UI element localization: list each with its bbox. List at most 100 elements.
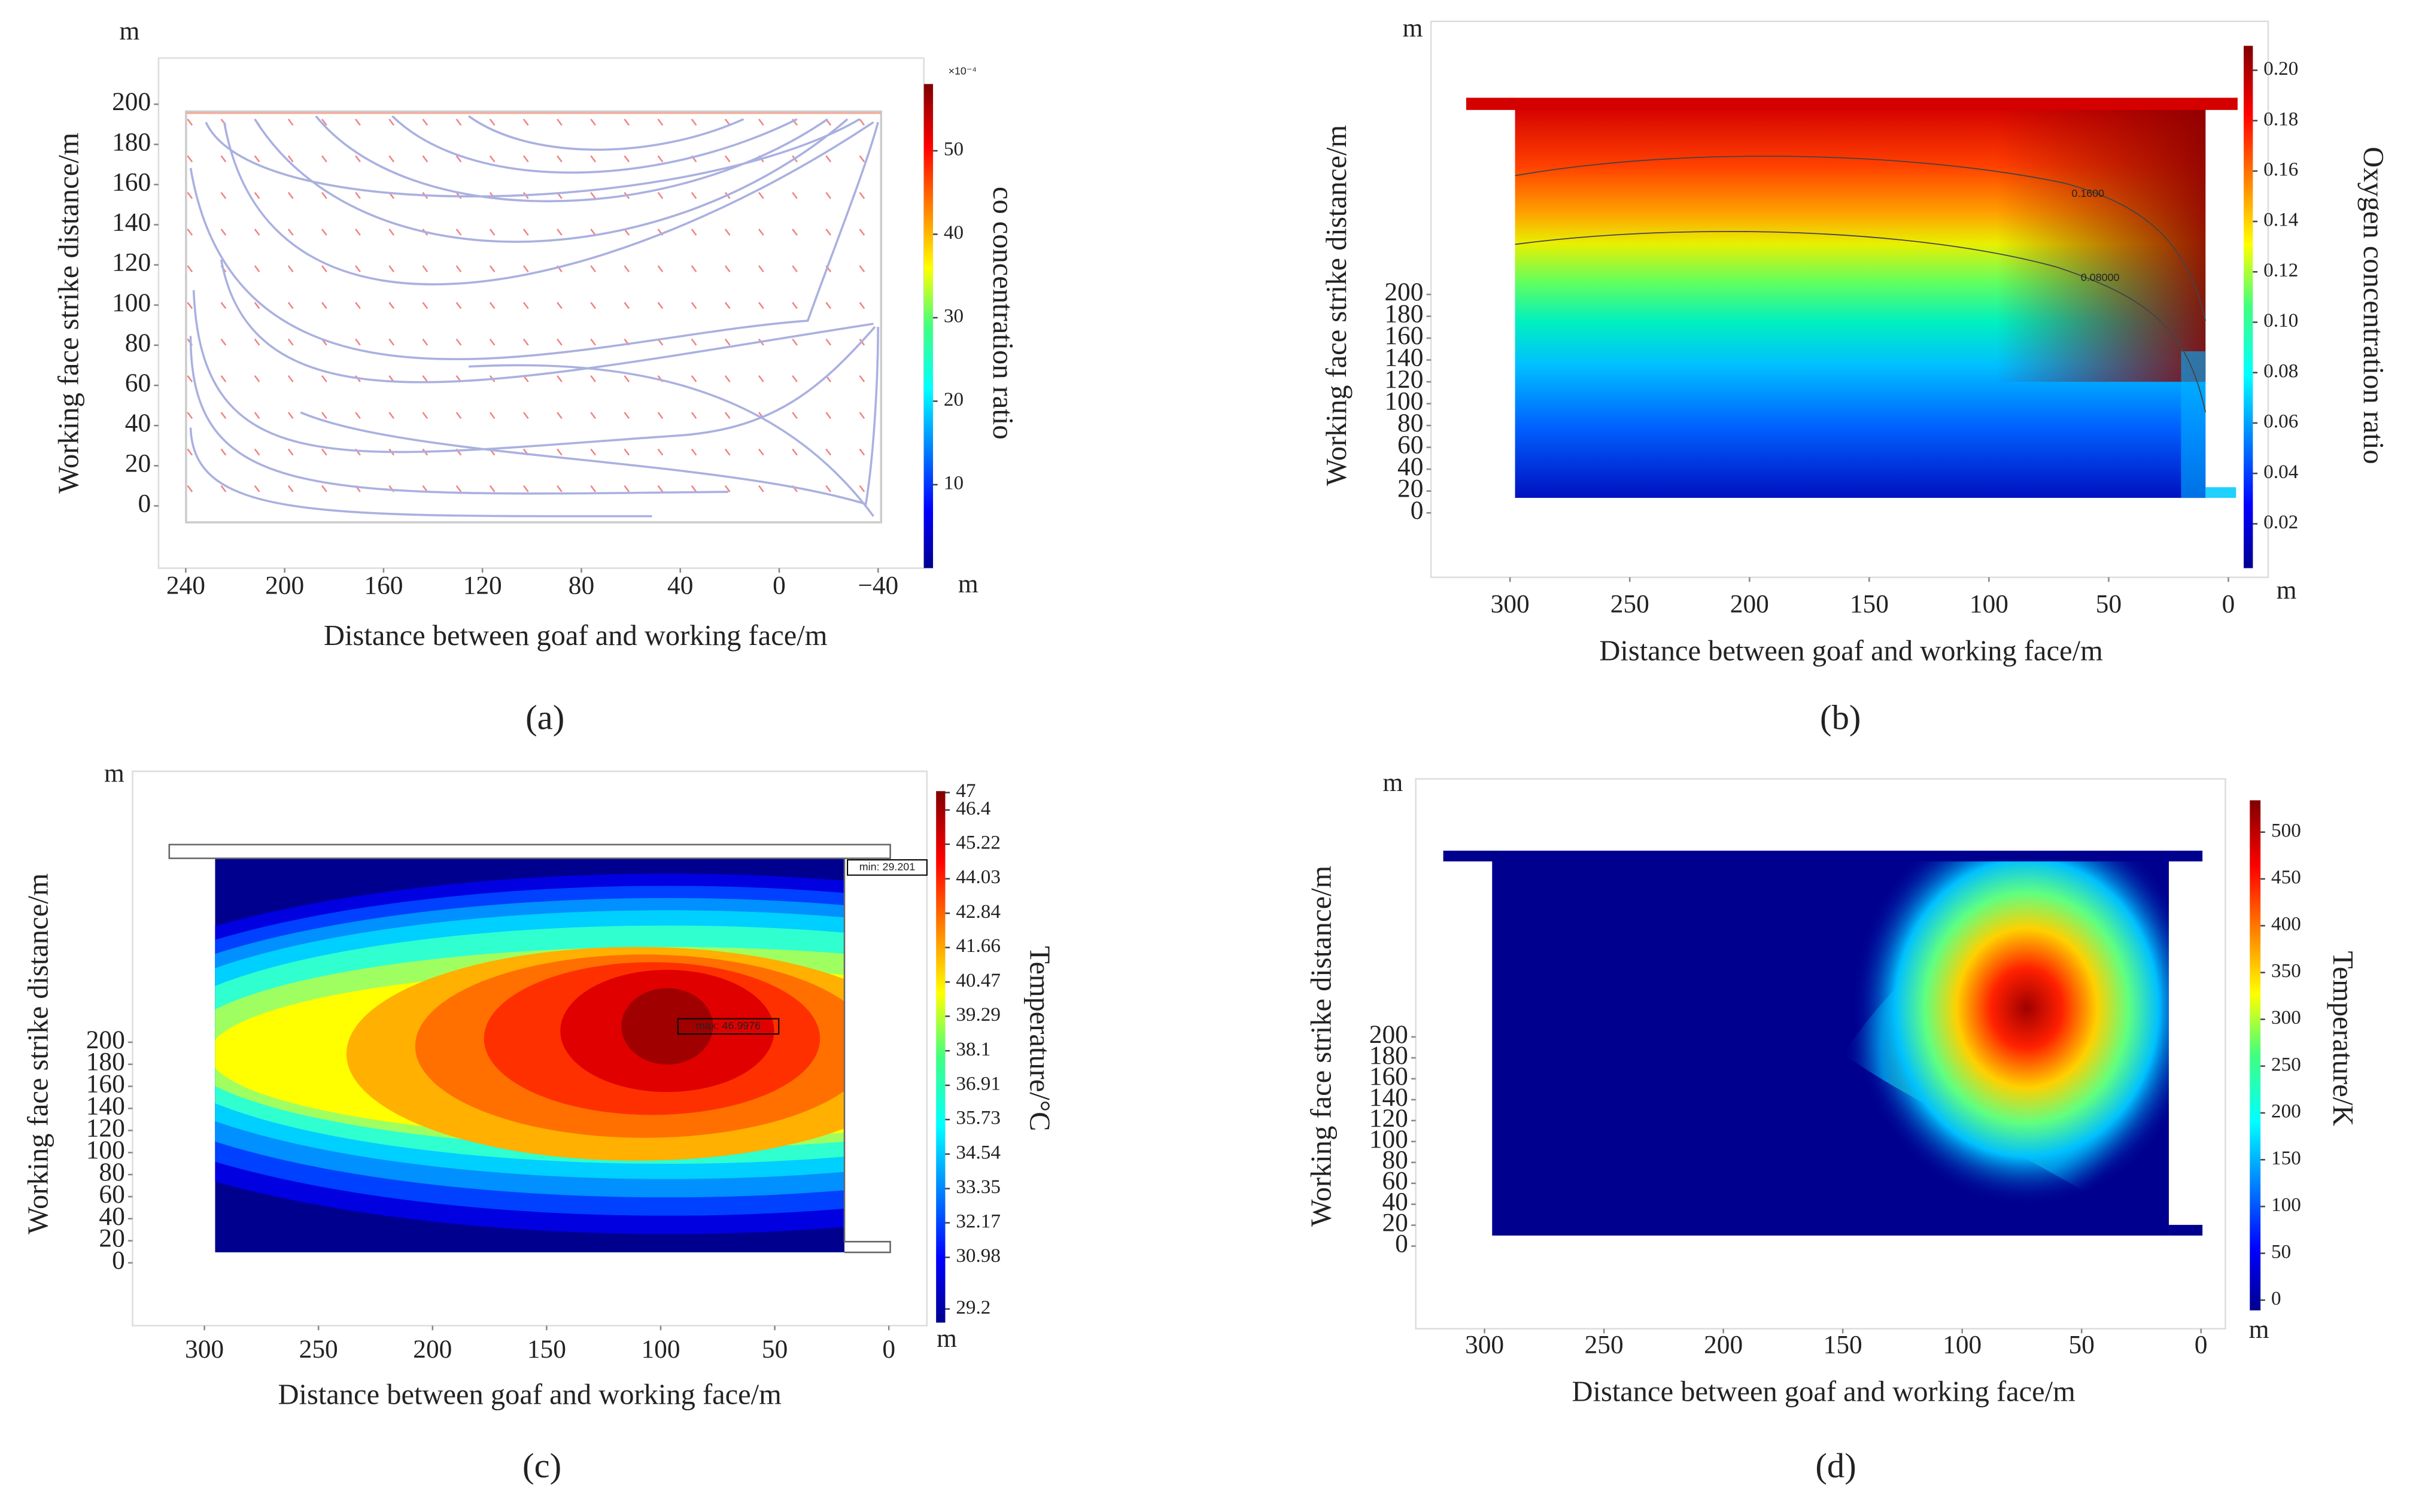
colorbar-tick-label: 40	[944, 221, 964, 244]
x-axis-label: Distance between goaf and working face/m	[278, 1379, 781, 1411]
colorbar-unit: m	[2277, 576, 2297, 604]
annotation-box	[847, 859, 928, 876]
y-tick-label: 200	[86, 1026, 125, 1054]
colorbar-label: Temperature/K	[2327, 951, 2359, 1126]
oxygen-field	[1466, 98, 2238, 498]
y-axis-label: Working face strike distance/m	[1321, 125, 1353, 486]
x-tick-label: 40	[667, 571, 693, 600]
colorbar-tick-label: 400	[2271, 913, 2301, 935]
x-tick-label: 250	[299, 1335, 338, 1364]
y-tick-label: 120	[1369, 1104, 1408, 1133]
y-unit: m	[1382, 768, 1403, 797]
y-tick-label: 100	[86, 1136, 125, 1164]
y-tick-label: 200	[112, 87, 151, 116]
x-tick-label: 250	[1610, 589, 1649, 618]
y-tick-label: 100	[112, 288, 151, 317]
colorbar-tick-label: 38.1	[956, 1038, 990, 1060]
annotation: max: 46.9976	[696, 1020, 761, 1032]
x-tick-label: 300	[1491, 589, 1530, 618]
colorbar-tick-label: 20	[944, 388, 964, 410]
x-tick-label: 240	[166, 571, 205, 600]
y-tick-label: 20	[1382, 1209, 1408, 1237]
y-tick-label: 140	[1384, 343, 1423, 372]
colorbar-exponent: ×10⁻⁴	[949, 65, 977, 77]
colorbar-tick-label: 32.17	[956, 1210, 1001, 1232]
colorbar-tick-label: 30.98	[956, 1245, 1001, 1267]
x-tick-label: 50	[2096, 589, 2122, 618]
panel-label: (a)	[525, 698, 564, 737]
x-tick-label: 0	[2195, 1330, 2208, 1359]
y-tick-label: 160	[1384, 321, 1423, 350]
y-tick-label: 160	[112, 168, 151, 196]
y-tick-label: 60	[99, 1180, 124, 1209]
colorbar-tick-label: 350	[2271, 960, 2301, 982]
x-tick-label: 50	[2069, 1330, 2095, 1359]
colorbar-tick-label: 150	[2271, 1147, 2301, 1169]
colorbar-tick-label: 34.54	[956, 1141, 1001, 1163]
colorbar-tick-label: 0.08	[2263, 360, 2298, 382]
x-tick-label: 100	[641, 1335, 680, 1364]
temperature-contours	[215, 858, 844, 1253]
y-tick-label: 120	[86, 1114, 125, 1142]
y-tick-label: 0	[112, 1246, 125, 1274]
y-tick-label: 20	[99, 1224, 124, 1253]
colorbar-tick-label: 0.12	[2263, 259, 2298, 281]
x-tick-label: 150	[1824, 1330, 1862, 1359]
colorbar-tick-label: 35.73	[956, 1107, 1001, 1129]
colorbar-unit: m	[2249, 1315, 2269, 1344]
x-tick-label: 50	[762, 1335, 788, 1364]
colorbar-tick-label: 500	[2271, 819, 2301, 841]
x-tick-label: 200	[265, 571, 304, 600]
colorbar-tick-label: 0.04	[2263, 461, 2298, 483]
y-tick-label: 60	[1397, 431, 1423, 460]
colorbar-tick-label: 200	[2271, 1100, 2301, 1122]
y-tick-label: 0	[1411, 496, 1424, 525]
x-tick-label: 150	[1850, 589, 1889, 618]
annotation: 0.08000	[2081, 271, 2120, 283]
colorbar-tick-label: 450	[2271, 866, 2301, 889]
colorbar-label: Oxygen concentration ratio	[2357, 147, 2389, 464]
x-tick-label: −40	[858, 571, 898, 600]
colorbar-tick-label: 0.14	[2263, 209, 2298, 231]
colorbar-tick-label: 36.91	[956, 1072, 1001, 1094]
x-tick-label: 100	[1970, 589, 2008, 618]
y-tick-label: 180	[1384, 300, 1423, 328]
y-tick-label: 80	[99, 1158, 124, 1187]
colorbar-tick-label: 39.29	[956, 1003, 1001, 1026]
y-axis-label: Working face strike distance/m	[1306, 866, 1338, 1227]
colorbar-tick-label: 10	[944, 472, 964, 494]
x-tick-label: 200	[1704, 1330, 1743, 1359]
colorbar-tick-label: 0.20	[2263, 57, 2298, 80]
y-tick-label: 160	[86, 1070, 125, 1099]
x-tick-label: 200	[1730, 589, 1769, 618]
colorbar-tick-label: 250	[2271, 1053, 2301, 1075]
y-unit: m	[120, 17, 140, 45]
y-tick-label: 40	[125, 409, 151, 437]
colorbar-tick-label: 50	[944, 138, 964, 160]
colorbar-tick-label: 46.4	[956, 797, 990, 819]
streamline-field	[185, 110, 883, 524]
y-tick-label: 140	[1369, 1083, 1408, 1112]
colorbar-tick-label: 300	[2271, 1006, 2301, 1029]
y-tick-label: 180	[86, 1048, 125, 1076]
colorbar-tick-label: 41.66	[956, 935, 1001, 957]
x-axis-label: Distance between goaf and working face/m	[1599, 635, 2102, 667]
temperature-field	[1415, 778, 2226, 1330]
colorbar-tick-label: 33.35	[956, 1176, 1001, 1198]
x-tick-label: 0	[2222, 589, 2235, 618]
x-tick-label: 300	[1465, 1330, 1504, 1359]
colorbar-label: Temperature/°C	[1023, 946, 1055, 1131]
annotation-box	[677, 1018, 780, 1035]
y-tick-label: 140	[86, 1091, 125, 1120]
y-tick-label: 100	[1384, 387, 1423, 416]
x-tick-label: 120	[463, 571, 502, 600]
y-tick-label: 60	[125, 369, 151, 397]
colorbar-tick-label: 0.16	[2263, 158, 2298, 180]
y-tick-label: 120	[1384, 365, 1423, 394]
x-tick-label: 0	[882, 1335, 895, 1364]
x-tick-label: 250	[1585, 1330, 1624, 1359]
y-tick-label: 60	[1382, 1167, 1408, 1195]
y-tick-label: 100	[1369, 1125, 1408, 1154]
